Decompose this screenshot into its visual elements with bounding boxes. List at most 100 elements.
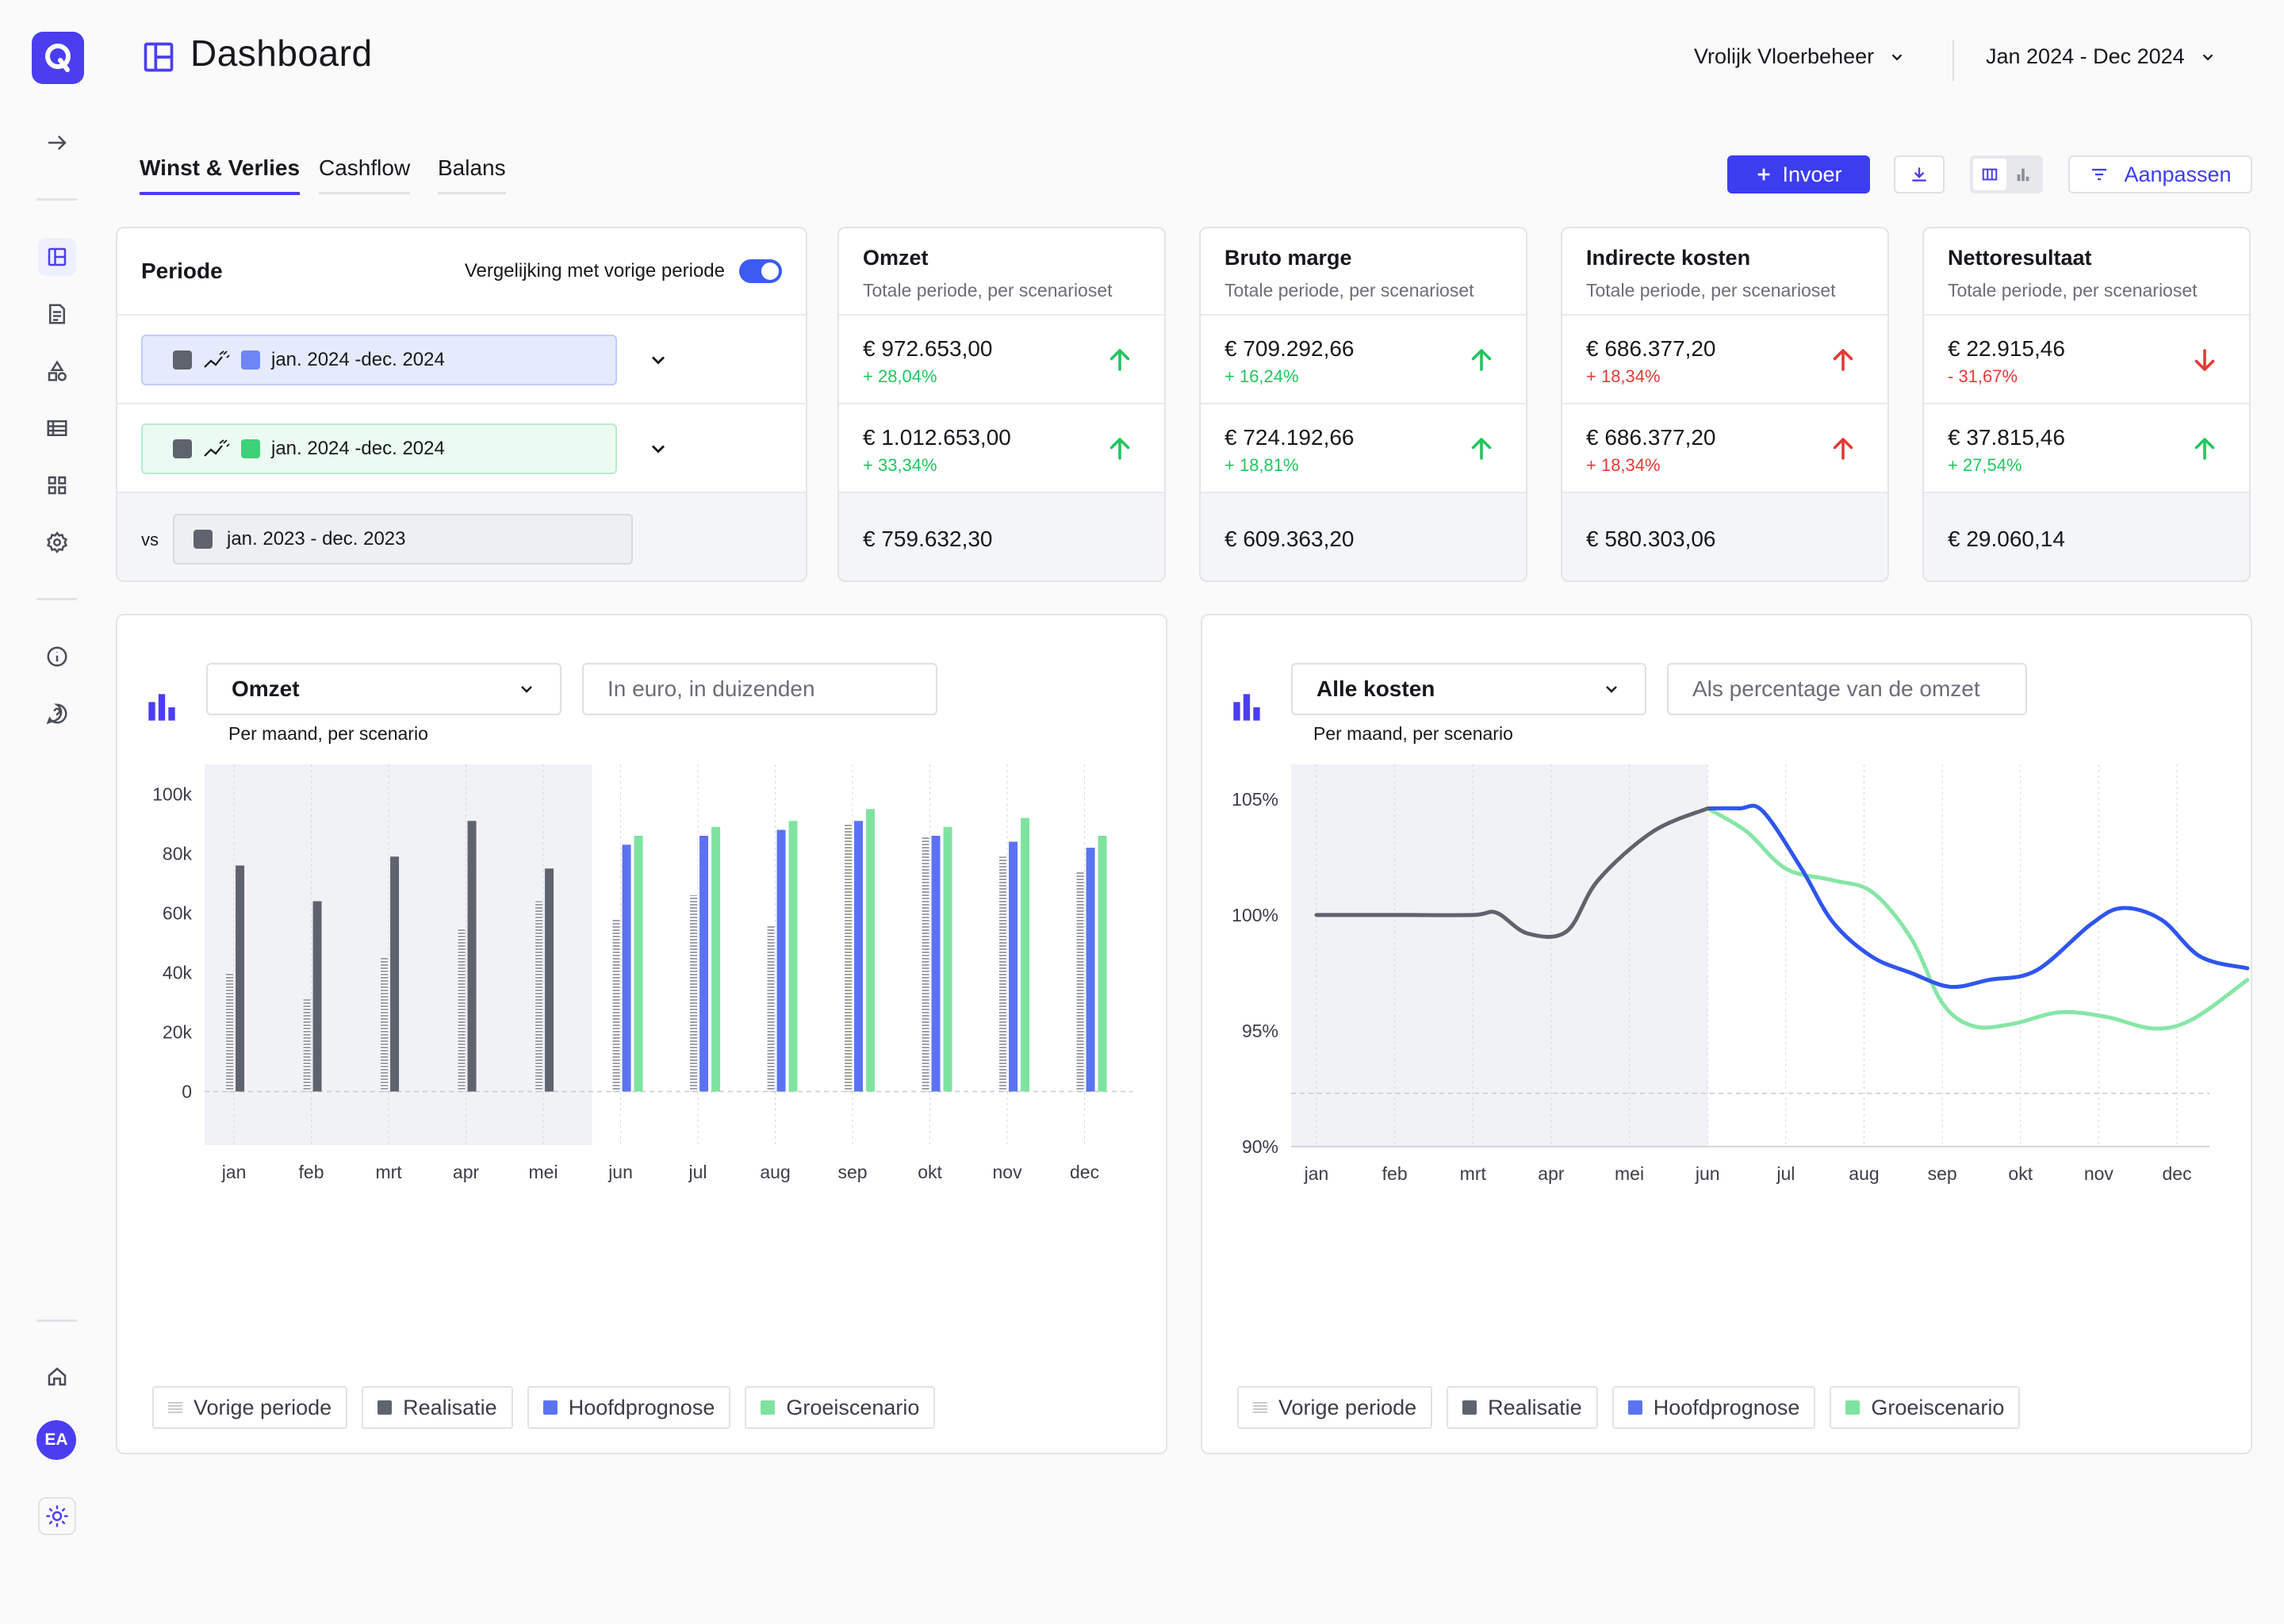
hoofdprognose-swatch bbox=[1627, 1400, 1642, 1415]
legend-vorige-periode[interactable]: Vorige periode bbox=[1237, 1386, 1433, 1429]
legend-label: Hoofdprognose bbox=[1653, 1395, 1800, 1419]
chart-view-button[interactable] bbox=[2006, 159, 2040, 190]
sidebar-item-table[interactable] bbox=[38, 409, 76, 447]
y-tick-label: 80k bbox=[163, 844, 193, 864]
tab-winst-verlies[interactable]: Winst & Verlies bbox=[140, 155, 301, 195]
sidebar-item-reports[interactable] bbox=[38, 295, 76, 333]
actuals-shade bbox=[1291, 764, 1708, 1147]
tab-cashflow[interactable]: Cashflow bbox=[319, 155, 411, 194]
date-range-select[interactable]: Jan 2024 - Dec 2024 bbox=[1986, 44, 2217, 69]
download-button[interactable] bbox=[1894, 155, 1945, 193]
legend-realisatie[interactable]: Realisatie bbox=[1447, 1386, 1598, 1429]
y-tick-label: 100k bbox=[152, 784, 192, 805]
bar-hoofdprognose bbox=[931, 836, 941, 1092]
y-tick-label: 60k bbox=[163, 903, 193, 924]
sidebar-item-dashboard[interactable] bbox=[38, 238, 76, 276]
legend-groeiscenario[interactable]: Groeiscenario bbox=[1830, 1386, 2021, 1429]
app-logo[interactable] bbox=[32, 32, 84, 84]
chevron-down-icon[interactable] bbox=[647, 438, 669, 460]
legend-hoofdprognose[interactable]: Hoofdprognose bbox=[527, 1386, 731, 1429]
x-tick-label: dec bbox=[2162, 1163, 2191, 1184]
arrow-up-icon bbox=[1471, 438, 1492, 460]
table-icon bbox=[47, 420, 67, 436]
legend-realisatie[interactable]: Realisatie bbox=[362, 1386, 513, 1429]
bar-vorige-periode bbox=[535, 901, 543, 1092]
legend-vorige-periode[interactable]: Vorige periode bbox=[152, 1386, 348, 1429]
customize-button[interactable]: Aanpassen bbox=[2068, 155, 2252, 193]
kpi-subtitle: Totale periode, per scenarioset bbox=[863, 280, 1113, 301]
realisatie-swatch bbox=[173, 439, 192, 458]
kpi-delta: + 18,34% bbox=[1586, 366, 1661, 386]
kpi-delta: + 28,04% bbox=[863, 366, 937, 386]
bar-hoofdprognose bbox=[1009, 841, 1018, 1092]
line-realisatie bbox=[1314, 806, 1710, 939]
period-chip-growth[interactable]: jan. 2024 -dec. 2024 bbox=[141, 423, 617, 474]
kpi-value: € 686.377,20 bbox=[1586, 425, 1716, 450]
sidebar-item-settings[interactable] bbox=[38, 523, 76, 561]
x-tick-label: feb bbox=[299, 1162, 324, 1182]
sidebar-item-grid[interactable] bbox=[38, 466, 76, 504]
groeiscenario-swatch bbox=[761, 1400, 776, 1415]
bar-groeiscenario bbox=[634, 836, 643, 1092]
hoofdprognose-swatch bbox=[542, 1400, 558, 1415]
unit-select[interactable]: In euro, in duizenden bbox=[582, 663, 937, 715]
costs-chart-panel: Alle kosten Als percentage van de omzet … bbox=[1201, 614, 2252, 1454]
metric-select[interactable]: Alle kosten bbox=[1291, 663, 1646, 715]
kpi-value: € 1.012.653,00 bbox=[863, 425, 1011, 450]
avatar[interactable]: EA bbox=[36, 1420, 76, 1460]
columns-view-button[interactable] bbox=[1973, 159, 2006, 190]
metric-select-value: Alle kosten bbox=[1316, 676, 1435, 701]
kpi-row: € 972.653,00 + 28,04% bbox=[839, 316, 1164, 404]
metric-select-value: Omzet bbox=[232, 676, 300, 701]
compare-toggle[interactable] bbox=[739, 259, 782, 283]
groeiscenario-swatch bbox=[1845, 1400, 1861, 1415]
bar-chart-icon bbox=[1233, 694, 1260, 721]
bar-hoofdprognose bbox=[854, 821, 864, 1092]
bar-hoofdprognose bbox=[699, 836, 709, 1092]
add-input-button[interactable]: Invoer bbox=[1727, 155, 1870, 193]
x-tick-label: jan bbox=[221, 1162, 247, 1182]
kpi-previous-value: € 759.632,30 bbox=[839, 493, 1164, 580]
legend-label: Vorige periode bbox=[1278, 1395, 1417, 1419]
trend-icon bbox=[204, 439, 230, 457]
chevron-down-icon[interactable] bbox=[647, 349, 669, 371]
period-card-header: Periode Vergelijking met vorige periode bbox=[117, 228, 806, 316]
legend-label: Realisatie bbox=[1488, 1395, 1582, 1419]
period-chip-forecast[interactable]: jan. 2024 -dec. 2024 bbox=[141, 335, 617, 385]
bar-vorige-periode bbox=[381, 957, 389, 1092]
legend-label: Groeiscenario bbox=[1871, 1395, 2005, 1419]
metric-select[interactable]: Omzet bbox=[206, 663, 561, 715]
x-tick-label: okt bbox=[918, 1162, 942, 1182]
expand-sidebar-icon[interactable] bbox=[38, 124, 76, 162]
compare-period-chip[interactable]: jan. 2023 - dec. 2023 bbox=[173, 514, 633, 565]
x-tick-label: nov bbox=[993, 1162, 1023, 1182]
sidebar-item-home[interactable] bbox=[38, 1358, 76, 1396]
bar-vorige-periode bbox=[458, 928, 466, 1092]
unit-select[interactable]: Als percentage van de omzet bbox=[1667, 663, 2027, 715]
kpi-value: € 972.653,00 bbox=[863, 336, 993, 361]
kpi-previous-value: € 580.303,06 bbox=[1562, 493, 1887, 580]
company-select[interactable]: Vrolijk Vloerbeheer bbox=[1694, 44, 1906, 69]
legend-hoofdprognose[interactable]: Hoofdprognose bbox=[1611, 1386, 1816, 1429]
legend-groeiscenario[interactable]: Groeiscenario bbox=[745, 1386, 936, 1429]
x-tick-label: mrt bbox=[375, 1162, 402, 1182]
arrow-up-icon bbox=[1109, 349, 1130, 371]
tab-balans[interactable]: Balans bbox=[438, 155, 506, 194]
kpi-value: € 686.377,20 bbox=[1586, 336, 1716, 361]
arrow-up-icon bbox=[1833, 438, 1853, 460]
sidebar-item-help[interactable] bbox=[38, 695, 76, 733]
date-range-value: Jan 2024 - Dec 2024 bbox=[1986, 44, 2185, 68]
vorige-periode-swatch bbox=[194, 530, 213, 549]
bar-vorige-periode bbox=[226, 972, 234, 1092]
bar-vorige-periode bbox=[690, 895, 698, 1092]
revenue-chart-panel: Omzet In euro, in duizenden Per maand, p… bbox=[116, 614, 1167, 1454]
theme-toggle[interactable] bbox=[38, 1497, 76, 1535]
kpi-row: € 37.815,46 + 27,54% bbox=[1924, 404, 2249, 493]
sidebar-item-info[interactable] bbox=[38, 638, 76, 676]
realisatie-swatch bbox=[377, 1400, 393, 1415]
kpi-row: € 709.292,66 + 16,24% bbox=[1201, 316, 1526, 404]
sidebar-item-shapes[interactable] bbox=[38, 352, 76, 390]
kpi-header: Bruto marge Totale periode, per scenarios… bbox=[1201, 228, 1526, 316]
sidebar-divider bbox=[36, 598, 78, 600]
